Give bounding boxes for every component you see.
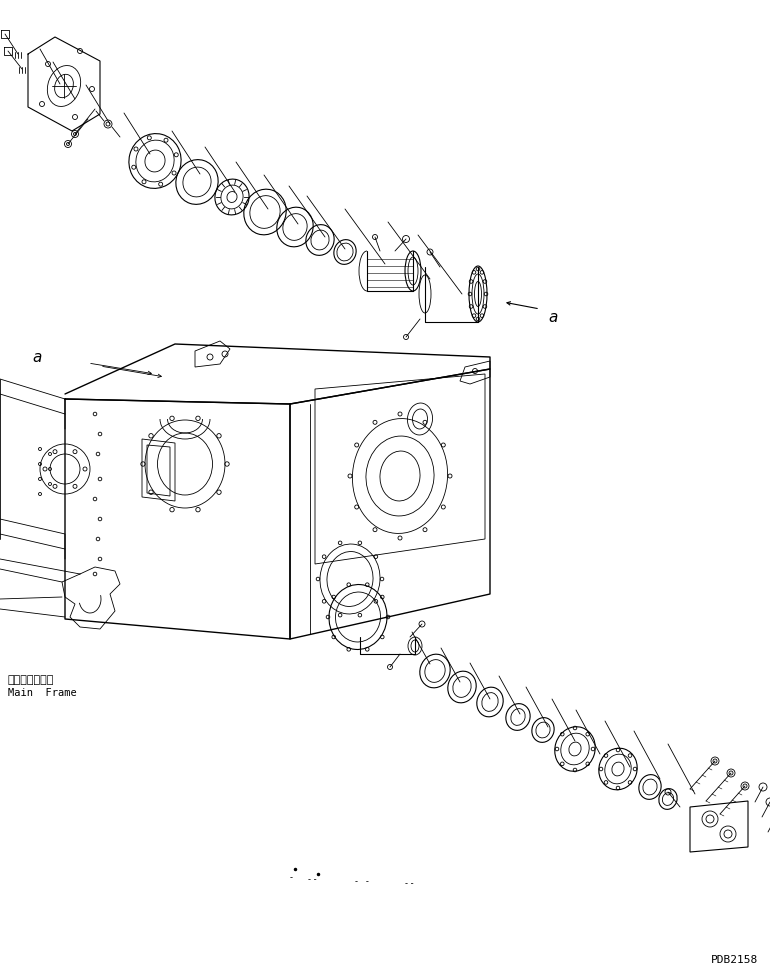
Text: -: - [290, 872, 293, 881]
Text: - -: - - [405, 878, 413, 888]
Text: Main  Frame: Main Frame [8, 688, 77, 697]
Text: - -: - - [308, 874, 316, 883]
Text: PDB2158: PDB2158 [711, 954, 758, 964]
Text: a: a [32, 350, 42, 365]
Text: -   -: - - [355, 876, 369, 886]
Text: メインフレーム: メインフレーム [8, 674, 55, 685]
Text: a: a [548, 310, 557, 325]
